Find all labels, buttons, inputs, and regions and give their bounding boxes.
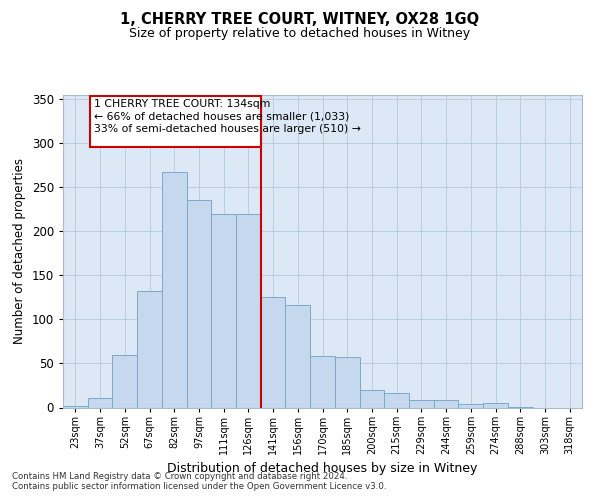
Bar [335, 358, 359, 408]
X-axis label: Distribution of detached houses by size in Witney: Distribution of detached houses by size … [167, 462, 478, 475]
Bar [90, 96, 261, 147]
Bar [434, 400, 458, 407]
Bar [384, 394, 409, 407]
Bar [236, 214, 261, 408]
Bar [458, 404, 483, 407]
Bar [162, 172, 187, 408]
Text: ← 66% of detached houses are smaller (1,033): ← 66% of detached houses are smaller (1,… [94, 112, 349, 122]
Bar [261, 298, 286, 408]
Text: 33% of semi-detached houses are larger (510) →: 33% of semi-detached houses are larger (… [94, 124, 361, 134]
Bar [359, 390, 384, 407]
Text: Contains public sector information licensed under the Open Government Licence v3: Contains public sector information licen… [12, 482, 386, 491]
Bar [211, 214, 236, 408]
Bar [409, 400, 434, 407]
Bar [88, 398, 112, 407]
Bar [187, 200, 211, 408]
Bar [63, 406, 88, 407]
Bar [508, 406, 533, 408]
Text: Contains HM Land Registry data © Crown copyright and database right 2024.: Contains HM Land Registry data © Crown c… [12, 472, 347, 481]
Text: 1 CHERRY TREE COURT: 134sqm: 1 CHERRY TREE COURT: 134sqm [94, 100, 270, 110]
Bar [137, 292, 162, 408]
Text: Size of property relative to detached houses in Witney: Size of property relative to detached ho… [130, 28, 470, 40]
Bar [112, 354, 137, 408]
Bar [310, 356, 335, 408]
Bar [483, 403, 508, 407]
Y-axis label: Number of detached properties: Number of detached properties [13, 158, 26, 344]
Bar [286, 306, 310, 408]
Text: 1, CHERRY TREE COURT, WITNEY, OX28 1GQ: 1, CHERRY TREE COURT, WITNEY, OX28 1GQ [121, 12, 479, 28]
